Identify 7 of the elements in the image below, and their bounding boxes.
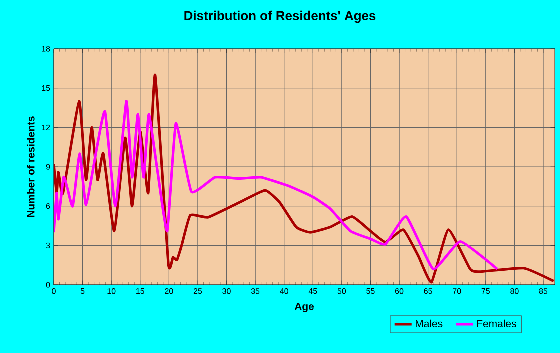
x-axis-title: Age	[294, 303, 314, 312]
legend-label: Males	[416, 320, 443, 328]
chart-title: Distribution of Residents' Ages	[184, 10, 376, 24]
line-series	[54, 74, 556, 284]
y-axis-title: Number of residents	[27, 116, 35, 218]
line-series	[54, 100, 499, 271]
legend-label: Females	[478, 320, 516, 328]
